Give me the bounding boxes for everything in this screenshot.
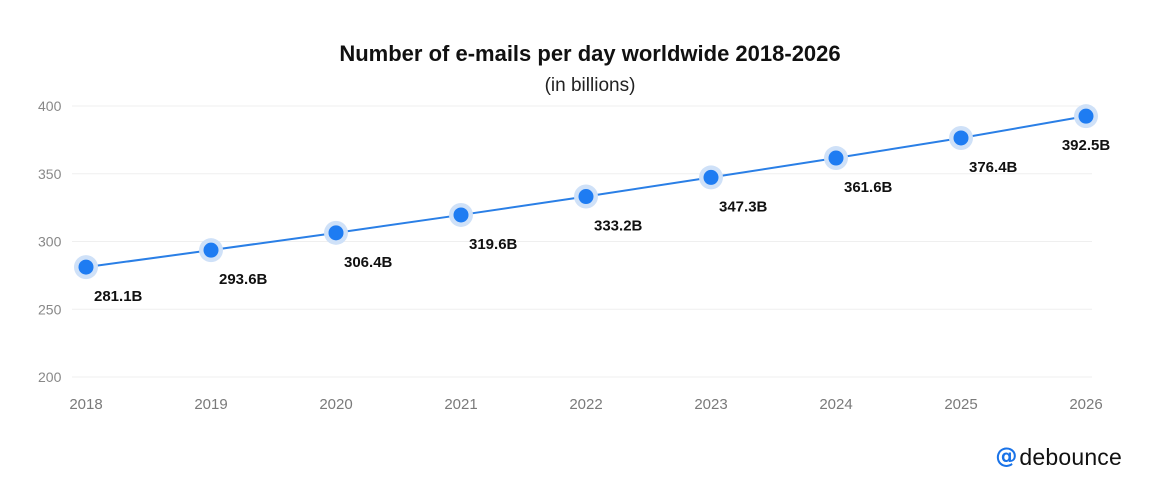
chart-title: Number of e-mails per day worldwide 2018… [339,41,840,66]
data-point [828,150,844,166]
data-labels: 281.1B 293.6B 306.4B 319.6B 333.2B 347.3B 361.… [94,137,1110,305]
data-label: 333.2B [594,218,643,235]
data-point [203,242,219,258]
data-points [74,104,1098,280]
data-label: 306.4B [344,254,393,271]
data-label: 361.6B [844,179,893,196]
x-tick-label: 2023 [694,396,727,413]
grid-lines [72,105,1092,378]
x-tick-label: 2018 [69,396,102,413]
y-tick-label: 400 [38,98,62,114]
y-tick-label: 300 [38,234,62,250]
data-point [578,189,594,205]
data-label: 293.6B [219,271,268,288]
x-tick-label: 2021 [444,396,477,413]
x-tick-label: 2019 [194,396,227,413]
y-axis-ticks: 200 250 300 350 400 [38,98,62,385]
x-axis-ticks: 2018 2019 2020 2021 2022 2023 2024 2025 2026 [69,396,1102,413]
data-label: 392.5B [1062,137,1111,154]
data-label: 347.3B [719,198,768,215]
y-tick-label: 200 [38,369,62,385]
data-point [453,207,469,223]
brand-name: debounce [1019,444,1122,470]
data-point [1078,108,1094,124]
brand-logo: @ debounce [995,444,1122,470]
data-label: 319.6B [469,236,518,253]
x-tick-label: 2020 [319,396,352,413]
data-point [703,169,719,185]
x-tick-label: 2024 [819,396,852,413]
data-point [328,225,344,241]
x-tick-label: 2026 [1069,396,1102,413]
data-label: 281.1B [94,288,143,305]
data-point [78,259,94,275]
data-label: 376.4B [969,159,1018,176]
y-tick-label: 250 [38,301,62,317]
data-point [953,130,969,146]
x-tick-label: 2025 [944,396,977,413]
chart-subtitle: (in billions) [545,75,636,96]
x-tick-label: 2022 [569,396,602,413]
at-sign-icon: @ [995,444,1018,469]
y-tick-label: 350 [38,166,62,182]
